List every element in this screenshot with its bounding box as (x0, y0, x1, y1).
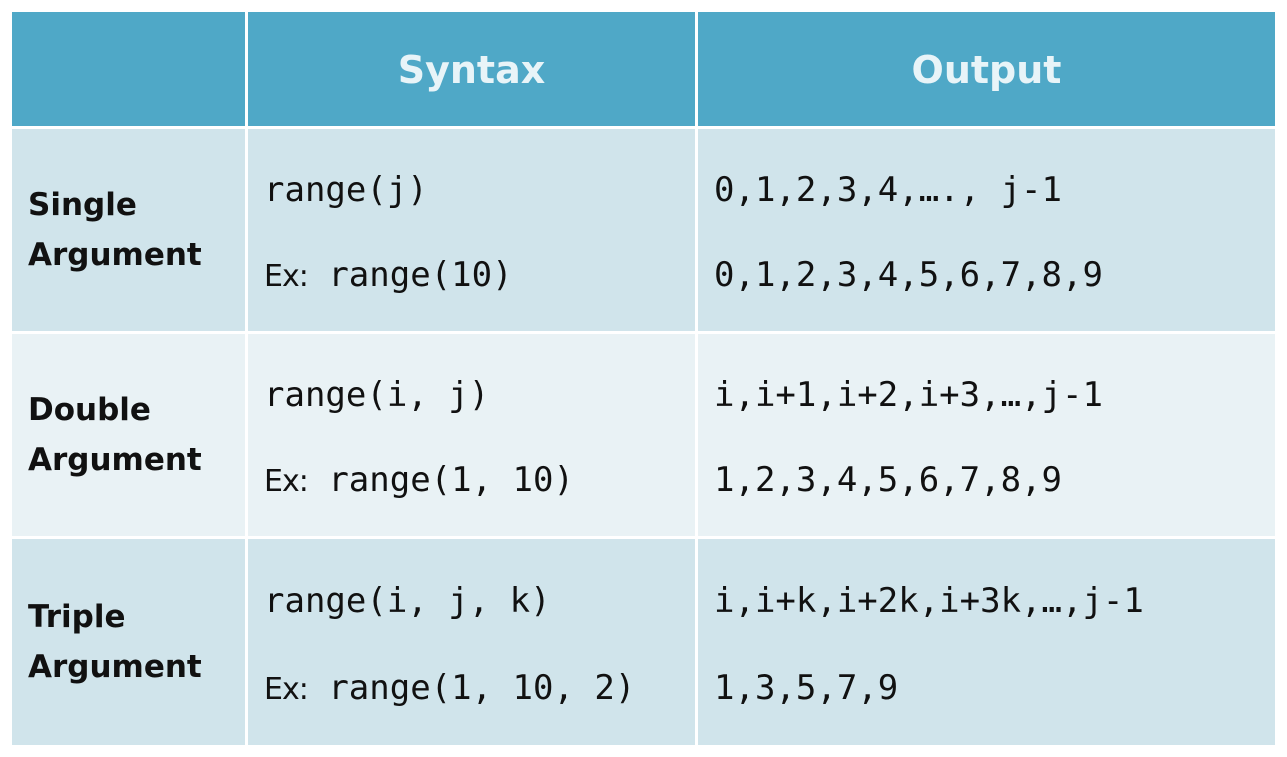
range-function-table: Syntax Output Single Argument range(j) E… (12, 12, 1275, 745)
syntax-cell-single: range(j) Ex: range(10) (248, 129, 698, 334)
header-output-cell: Output (698, 12, 1275, 129)
row-label-line2: Argument (28, 442, 202, 478)
syntax-cell-triple: range(i, j, k) Ex: range(1, 10, 2) (248, 539, 698, 745)
syntax-text: range(i, j, k) (264, 580, 551, 621)
output-text: i,i+1,i+2,i+3,…,j-1 (714, 374, 1103, 415)
syntax-example: Ex: range(10) (264, 250, 695, 300)
row-label-single: Single Argument (12, 129, 248, 334)
output-cell-double: i,i+1,i+2,i+3,…,j-1 1,2,3,4,5,6,7,8,9 (698, 334, 1275, 539)
example-prefix: Ex: (264, 671, 309, 707)
syntax-cell-double: range(i, j) Ex: range(1, 10) (248, 334, 698, 539)
row-label-line1: Double (28, 392, 151, 428)
example-syntax: range(10) (328, 254, 513, 295)
output-text: i,i+k,i+2k,i+3k,…,j-1 (714, 580, 1144, 621)
output-example: 1,2,3,4,5,6,7,8,9 (714, 459, 1062, 500)
example-syntax: range(1, 10) (328, 459, 574, 500)
header-syntax-cell: Syntax (248, 12, 698, 129)
example-prefix: Ex: (264, 258, 309, 294)
header-output: Output (911, 48, 1062, 92)
syntax-example: Ex: range(1, 10) (264, 455, 695, 505)
syntax-text: range(j) (264, 169, 428, 210)
row-label-line2: Argument (28, 237, 202, 273)
row-label-double: Double Argument (12, 334, 248, 539)
output-example: 1,3,5,7,9 (714, 667, 899, 708)
header-corner-cell (12, 12, 248, 129)
header-syntax: Syntax (397, 48, 546, 92)
row-label-line2: Argument (28, 649, 202, 685)
output-example: 0,1,2,3,4,5,6,7,8,9 (714, 254, 1103, 295)
output-cell-single: 0,1,2,3,4,…., j-1 0,1,2,3,4,5,6,7,8,9 (698, 129, 1275, 334)
output-cell-triple: i,i+k,i+2k,i+3k,…,j-1 1,3,5,7,9 (698, 539, 1275, 745)
syntax-text: range(i, j) (264, 374, 490, 415)
output-text: 0,1,2,3,4,…., j-1 (714, 169, 1062, 210)
syntax-example: Ex: range(1, 10, 2) (264, 663, 695, 713)
example-syntax: range(1, 10, 2) (328, 667, 636, 708)
row-label-line1: Triple (28, 599, 126, 635)
example-prefix: Ex: (264, 463, 309, 499)
row-label-triple: Triple Argument (12, 539, 248, 745)
row-label-line1: Single (28, 187, 137, 223)
